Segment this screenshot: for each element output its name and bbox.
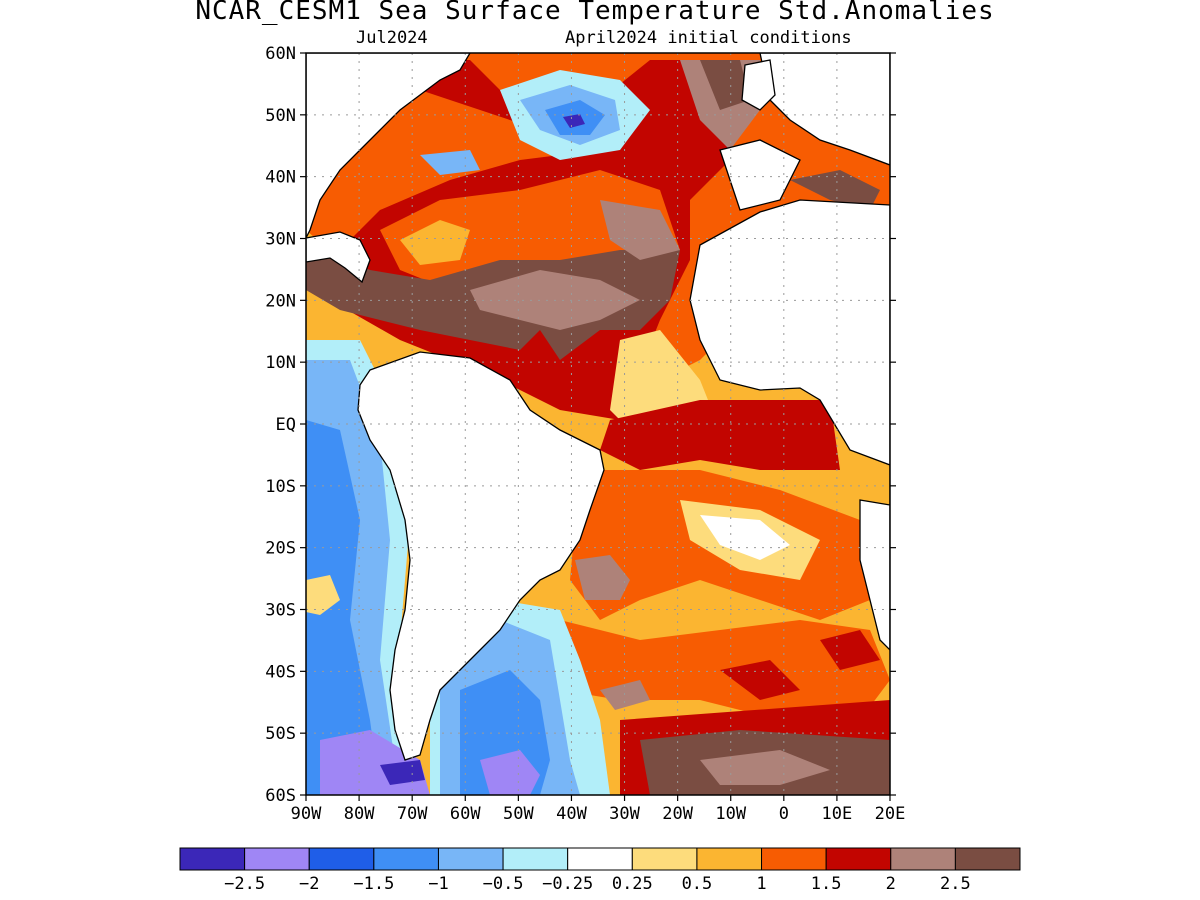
nova-scotia-cold <box>420 150 480 175</box>
lon-tick-label: 50W <box>503 804 534 824</box>
color-bar-label: −2.5 <box>224 874 265 894</box>
color-bar-swatch <box>244 847 310 871</box>
north-atlantic-cold-center <box>563 114 585 128</box>
color-bar-swatch <box>502 847 569 871</box>
color-bar-label: 1 <box>756 874 766 894</box>
lat-tick-label: 60N <box>265 44 296 64</box>
south-atlantic-red-spots <box>500 630 880 700</box>
brazil-current-brown <box>575 555 630 600</box>
color-bar-label: 0.25 <box>612 874 653 894</box>
north-america-land <box>306 53 471 239</box>
southeast-pacific-coldest <box>380 760 425 785</box>
southeast-pacific-warm-spot <box>306 575 340 615</box>
northeast-dark-brown <box>700 60 750 110</box>
color-bar-swatch <box>179 847 246 871</box>
initial-conditions-label: April2024 initial conditions <box>565 28 852 48</box>
lon-tick-label: 10E <box>822 804 853 824</box>
lat-tick-label: 50S <box>265 724 296 744</box>
lon-tick-label: 70W <box>397 804 428 824</box>
ocean-field <box>306 53 890 795</box>
iberia-land <box>719 139 801 211</box>
lon-tick-label: 30W <box>609 804 640 824</box>
forecast-month-label: Jul2024 <box>356 28 428 48</box>
southwest-atlantic-deep-cold <box>480 750 540 795</box>
lat-tick-label: 50N <box>265 106 296 126</box>
color-bar-swatch <box>373 847 439 871</box>
lon-tick-label: 90W <box>291 804 322 824</box>
color-bar-swatch <box>437 847 504 871</box>
map-title: NCAR_CESM1 Sea Surface Temperature Std.A… <box>195 0 995 26</box>
sargasso-warm-patch <box>400 220 470 265</box>
africa-land <box>689 199 890 651</box>
lat-tick-label: 60S <box>265 786 296 806</box>
color-bar-label: 1.5 <box>811 874 842 894</box>
lat-tick-label: EQ <box>276 415 296 435</box>
southern-ocean-light-brown <box>700 750 830 785</box>
color-bar-label: 2 <box>886 874 896 894</box>
south-atlantic-near-zero <box>700 515 790 560</box>
color-bar-label: −0.25 <box>542 874 593 894</box>
lat-tick-label: 40S <box>265 662 296 682</box>
europe-land <box>759 53 890 166</box>
color-bar-label: −2 <box>299 874 319 894</box>
lat-tick-label: 10N <box>265 353 296 373</box>
color-bar-label: 0.5 <box>682 874 713 894</box>
lat-tick-label: 30S <box>265 601 296 621</box>
color-bar-swatch <box>308 847 375 871</box>
color-bar-swatch <box>890 847 956 871</box>
lat-tick-label: 20N <box>265 291 296 311</box>
longitude-axis: 90W 80W 70W 60W 50W 40W 30W 20W 10W 0 10E 20E <box>291 795 906 824</box>
europe-mediterranean-brown <box>790 170 880 210</box>
color-bar-swatch <box>631 847 698 871</box>
florida-land <box>306 231 371 284</box>
color-bar-label: −1 <box>428 874 448 894</box>
color-bar-swatch <box>825 847 892 871</box>
lat-tick-label: 10S <box>265 477 296 497</box>
color-bar-swatch <box>567 847 633 871</box>
lat-tick-label: 20S <box>265 539 296 559</box>
lon-tick-label: 10W <box>715 804 746 824</box>
graticule <box>306 53 890 795</box>
lon-tick-label: 0 <box>779 804 789 824</box>
lon-tick-label: 20W <box>662 804 693 824</box>
color-bar-swatch <box>761 847 827 871</box>
mid-atlantic-brown-north <box>600 200 680 260</box>
southeast-pacific-cold-core <box>306 420 380 795</box>
lat-tick-label: 40N <box>265 168 296 188</box>
color-bar: −2.5 −2 −1.5 −1 −0.5 −0.25 0.25 0.5 1 1.5 2 2.5 <box>179 847 1021 894</box>
lon-tick-label: 60W <box>450 804 481 824</box>
color-bar-label: −0.5 <box>483 874 524 894</box>
british-isles-land <box>741 59 776 111</box>
lon-tick-label: 80W <box>344 804 375 824</box>
lat-tick-label: 30N <box>265 230 296 250</box>
color-bar-label: −1.5 <box>353 874 394 894</box>
lon-tick-label: 20E <box>875 804 906 824</box>
south-america-land <box>357 351 605 761</box>
latitude-axis: 60N 50N 40N 30N 20N 10N EQ 10S 20S 30S 40S 50S 60S <box>265 44 896 806</box>
gulf-of-guinea-red <box>600 400 840 470</box>
lon-tick-label: 40W <box>556 804 587 824</box>
color-bar-swatch <box>696 847 763 871</box>
color-bar-label: 2.5 <box>940 874 971 894</box>
color-bar-swatch <box>954 847 1021 871</box>
